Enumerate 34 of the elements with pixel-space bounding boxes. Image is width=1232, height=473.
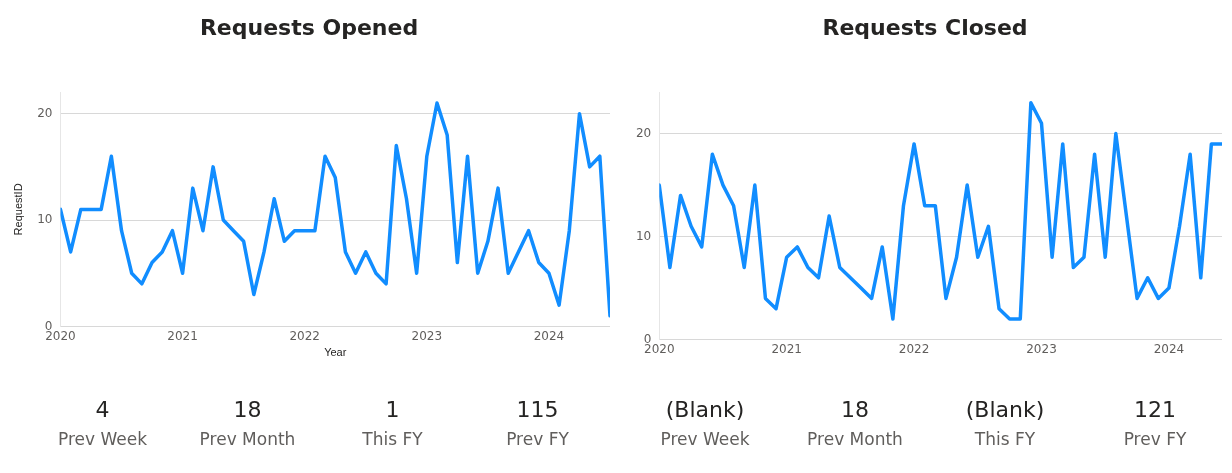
text: 18 (840, 396, 870, 424)
x-tick-label: 2021 (167, 328, 198, 343)
text: 115 (515, 396, 560, 424)
x-tick-label: 2022 (289, 328, 320, 343)
x-tick-label: 2020 (45, 328, 76, 343)
text: (Blank) (664, 396, 746, 424)
text: Prev FY (505, 428, 570, 451)
text: Prev Week (659, 428, 751, 451)
text: 1 (384, 396, 401, 424)
text: Prev Week (56, 428, 149, 451)
x-tick-label: 2020 (644, 341, 675, 356)
y-tick-label: 20 (37, 105, 53, 120)
x-tick-label: 2023 (1026, 341, 1057, 356)
x-tick-label: 2021 (771, 341, 802, 356)
text: This FY (361, 428, 424, 451)
text: Prev Month (806, 428, 904, 451)
x-tick-label: 2024 (1153, 341, 1185, 356)
chart-title: Requests Opened (199, 14, 419, 40)
text: This FY (973, 428, 1037, 451)
text: 121 (1133, 396, 1177, 424)
x-tick-label: 2022 (898, 341, 930, 356)
chart-title: Requests Closed (822, 14, 1028, 40)
y-axis-title: RequestID (11, 183, 24, 236)
text: Prev FY (1122, 428, 1188, 451)
x-axis-title: Year (324, 346, 347, 359)
x-tick-label: 2023 (411, 328, 443, 343)
y-tick-label: 20 (635, 125, 652, 140)
text: Prev Month (198, 428, 297, 451)
text: 4 (94, 396, 111, 424)
x-tick-label: 2024 (533, 328, 565, 343)
y-tick-label: 10 (635, 228, 652, 243)
y-tick-label: 10 (37, 212, 53, 227)
text: (Blank) (964, 396, 1046, 424)
text: 18 (232, 396, 263, 424)
